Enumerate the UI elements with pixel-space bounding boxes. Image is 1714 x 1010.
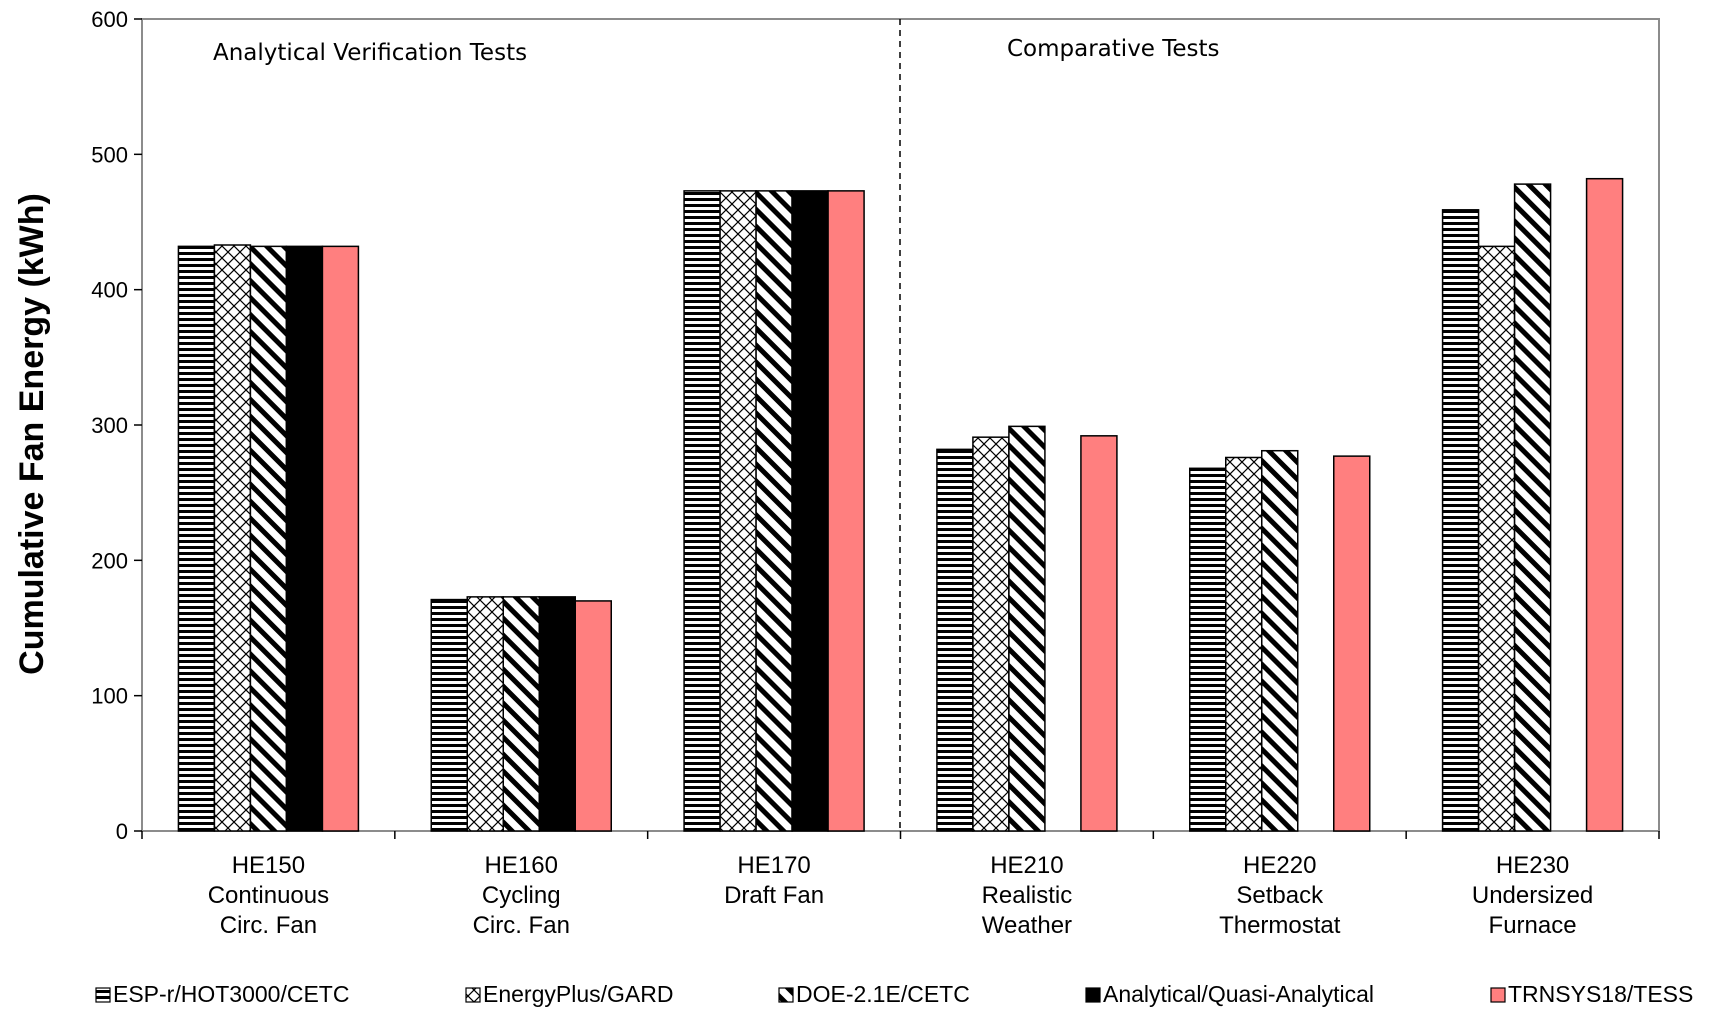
x-category-label: HE170 Draft Fan: [724, 852, 824, 909]
legend-label: TRNSYS18/TESS: [1508, 981, 1693, 1007]
bar: [972, 436, 1010, 832]
bar: [285, 245, 324, 832]
bar: [502, 596, 540, 832]
y-tick-label: 300: [91, 413, 128, 438]
x-category-label: HE220 Setback Thermostat: [1219, 852, 1341, 939]
x-axis: HE150 Continuous Circ. Fan HE160 Cycling Circ…: [141, 831, 1660, 939]
legend: ESP-r/HOT3000/CETC EnergyPlus/GARD DOE-2.1…: [95, 981, 1693, 1007]
bars: [177, 177, 1624, 832]
bar: [249, 245, 288, 832]
bar: [466, 596, 504, 832]
legend-swatch: [465, 987, 481, 1003]
x-category-label: HE210 Realistic Weather: [982, 852, 1073, 939]
x-category-label: HE230 Undersized Furnace: [1472, 852, 1593, 939]
bar: [936, 448, 974, 832]
y-tick-label: 200: [91, 548, 128, 573]
bar: [1261, 449, 1299, 832]
bar: [1441, 209, 1480, 832]
x-category-label: HE160 Cycling Circ. Fan: [473, 852, 570, 939]
bar: [213, 244, 252, 832]
y-axis: 0 100 200 300 400 500 600: [91, 7, 142, 844]
bar: [1080, 435, 1118, 832]
bar: [1513, 183, 1552, 832]
y-axis-label: Cumulative Fan Energy (kWh): [13, 193, 51, 675]
legend-swatch: [778, 987, 794, 1003]
bar: [1225, 456, 1263, 832]
bar: [1189, 467, 1227, 832]
bar: [1585, 177, 1624, 832]
y-tick-label: 0: [116, 819, 128, 844]
legend-label: DOE-2.1E/CETC: [796, 981, 970, 1007]
bar: [321, 245, 360, 832]
bar: [574, 600, 612, 832]
annotation-analytical: Analytical Verification Tests: [213, 40, 527, 66]
bar: [1477, 245, 1516, 832]
legend-swatch: [95, 987, 111, 1003]
bar: [1333, 455, 1371, 832]
bar: [791, 190, 829, 832]
y-tick-label: 100: [91, 684, 128, 709]
legend-label: Analytical/Quasi-Analytical: [1103, 981, 1374, 1007]
bar: [430, 598, 468, 832]
legend-swatch: [1085, 987, 1101, 1003]
legend-label: ESP-r/HOT3000/CETC: [113, 981, 349, 1007]
annotation-comparative: Comparative Tests: [1007, 36, 1220, 62]
bar: [755, 190, 793, 832]
bar: [538, 596, 576, 832]
y-tick-label: 500: [91, 142, 128, 167]
legend-swatch: [1490, 987, 1506, 1003]
bar: [1008, 425, 1046, 832]
legend-label: EnergyPlus/GARD: [483, 981, 673, 1007]
bar: [177, 245, 216, 832]
bar: [683, 190, 721, 832]
x-category-label: HE150 Continuous Circ. Fan: [208, 852, 329, 939]
bar: [827, 190, 865, 832]
y-tick-label: 600: [91, 7, 128, 32]
bar: [719, 190, 757, 832]
y-tick-label: 400: [91, 278, 128, 303]
